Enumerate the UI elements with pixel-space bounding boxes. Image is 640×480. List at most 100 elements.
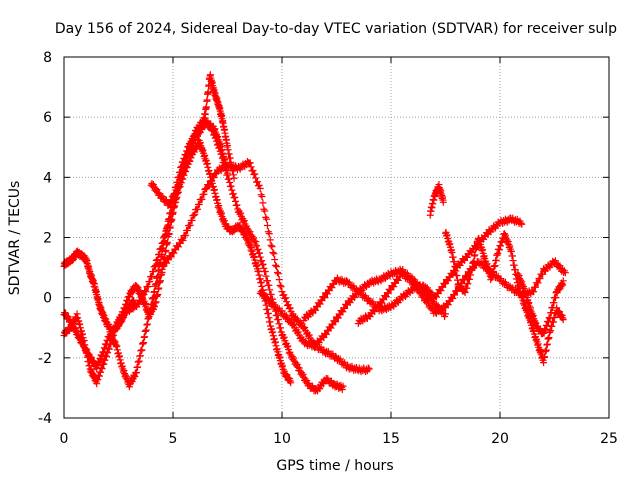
y-tick-label: 6	[43, 110, 52, 126]
data-point	[274, 315, 282, 323]
data-point	[530, 288, 538, 296]
data-point	[250, 237, 258, 245]
data-point	[295, 364, 303, 372]
data-point	[416, 287, 424, 295]
data-point	[138, 294, 146, 302]
data-point	[301, 323, 309, 331]
data-point	[171, 190, 179, 198]
data-point	[176, 180, 184, 188]
data-point	[277, 283, 285, 291]
data-point	[226, 178, 234, 186]
data-point	[138, 346, 146, 354]
data-point	[287, 379, 295, 387]
x-tick-label: 5	[169, 431, 178, 447]
y-tick-label: -4	[38, 411, 52, 427]
data-point	[170, 193, 178, 201]
y-tick-label: 2	[43, 231, 52, 247]
data-point	[142, 288, 150, 296]
data-point	[559, 277, 567, 285]
data-point	[231, 193, 239, 201]
data-point	[305, 331, 313, 339]
data-point	[263, 215, 271, 223]
data-point	[214, 140, 222, 148]
data-point	[181, 164, 189, 172]
data-point	[247, 163, 255, 171]
x-axis-label: GPS time / hours	[276, 458, 393, 474]
data-point	[246, 159, 254, 167]
data-point	[208, 123, 216, 131]
x-tick-label: 10	[273, 431, 291, 447]
data-point	[272, 261, 280, 269]
data-point	[534, 279, 542, 287]
data-point	[293, 360, 301, 368]
x-tick-label: 0	[60, 431, 69, 447]
data-point	[276, 281, 284, 289]
data-point	[167, 215, 175, 223]
data-point	[269, 248, 277, 256]
data-point	[423, 297, 431, 305]
data-point	[148, 272, 156, 280]
data-point	[255, 181, 263, 189]
data-point	[185, 150, 193, 158]
data-point	[253, 242, 261, 250]
data-point	[190, 132, 198, 140]
data-point	[184, 151, 192, 159]
data-point	[412, 281, 420, 289]
data-point	[179, 169, 187, 177]
data-point	[290, 354, 298, 362]
data-point	[210, 130, 218, 138]
data-point	[186, 145, 194, 153]
data-point	[258, 193, 266, 201]
data-point	[273, 263, 281, 271]
data-marks	[60, 71, 569, 395]
data-point	[273, 268, 281, 276]
data-point	[233, 201, 241, 209]
data-point	[163, 226, 171, 234]
data-point	[321, 294, 329, 302]
data-point	[237, 209, 245, 217]
data-point	[224, 171, 231, 179]
data-point	[286, 304, 294, 312]
data-point	[225, 175, 233, 183]
data-point	[531, 283, 539, 291]
data-point	[260, 264, 268, 272]
data-point	[203, 185, 211, 193]
data-point	[451, 291, 459, 299]
data-point	[135, 300, 143, 308]
y-axis-label: SDTVAR / TECUs	[7, 181, 23, 296]
data-point	[292, 359, 300, 367]
data-point	[439, 198, 447, 206]
data-point	[254, 245, 262, 253]
data-point	[183, 157, 191, 165]
data-point	[161, 232, 169, 240]
data-point	[187, 139, 195, 147]
data-point	[274, 270, 282, 278]
data-point	[280, 333, 288, 341]
data-point	[267, 241, 275, 249]
data-point	[184, 151, 192, 159]
data-point	[268, 243, 276, 251]
series-trace-j	[426, 181, 447, 219]
data-point	[215, 144, 223, 152]
data-point	[216, 143, 224, 151]
data-point	[209, 127, 217, 135]
data-point	[263, 277, 271, 285]
data-point	[229, 190, 237, 198]
data-point	[332, 318, 340, 326]
data-point	[184, 226, 192, 234]
data-point	[365, 365, 373, 373]
data-point	[227, 182, 235, 190]
data-point	[561, 269, 569, 277]
data-point	[149, 267, 157, 275]
data-point	[250, 234, 258, 242]
data-point	[517, 219, 525, 227]
data-point	[179, 237, 187, 245]
data-point	[364, 364, 372, 372]
data-point	[166, 200, 174, 208]
data-point	[231, 197, 239, 205]
data-point	[270, 250, 278, 258]
data-point	[212, 133, 220, 141]
data-point	[249, 166, 257, 174]
data-point	[246, 228, 254, 236]
